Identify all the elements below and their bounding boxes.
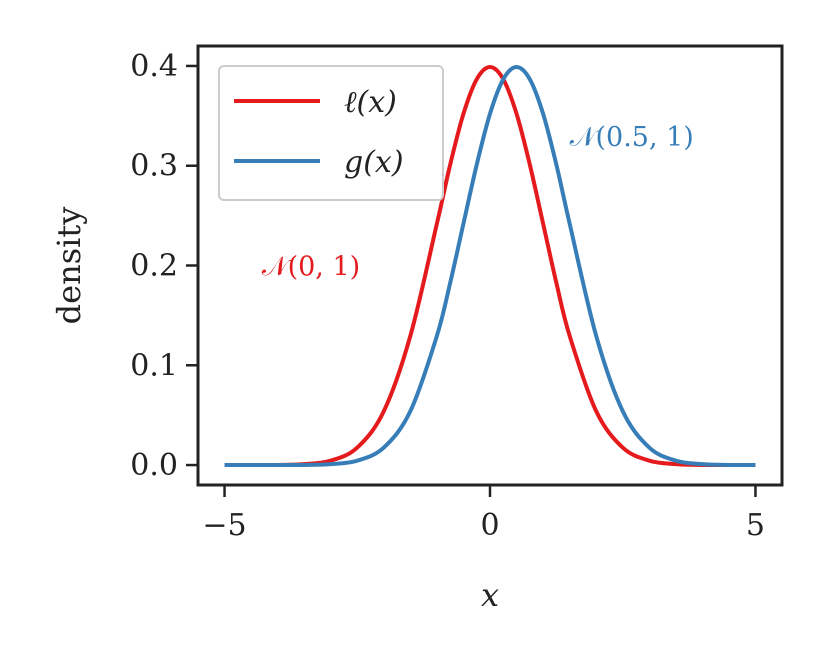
annotations: 𝒩(0, 1) 𝒩(0.5, 1)	[262, 122, 694, 283]
series-line-l	[224, 65, 756, 468]
y-tick-label: 0.3	[130, 149, 178, 184]
legend-label-l: ℓ(x)	[344, 85, 397, 120]
plot-lines	[224, 65, 756, 468]
series-line-g	[224, 65, 756, 468]
annotation-l: 𝒩(0, 1)	[262, 252, 360, 283]
x-tick-label: −5	[202, 508, 246, 543]
y-axis: 0.0 0.1 0.2 0.3 0.4	[130, 49, 198, 483]
x-tick-label: 5	[746, 508, 765, 543]
annotation-g: 𝒩(0.5, 1)	[570, 122, 694, 153]
legend-label-g: g(x)	[344, 145, 404, 180]
y-tick-label: 0.2	[130, 249, 178, 284]
legend-box	[218, 65, 444, 201]
x-axis: −5 0 5	[202, 485, 765, 543]
x-axis-label: x	[481, 576, 499, 614]
legend: ℓ(x) g(x)	[218, 65, 444, 201]
y-axis-label: density	[50, 207, 88, 325]
x-tick-label: 0	[480, 508, 499, 543]
y-tick-label: 0.1	[130, 348, 178, 383]
y-tick-label: 0.0	[130, 448, 178, 483]
y-tick-label: 0.4	[130, 49, 178, 84]
